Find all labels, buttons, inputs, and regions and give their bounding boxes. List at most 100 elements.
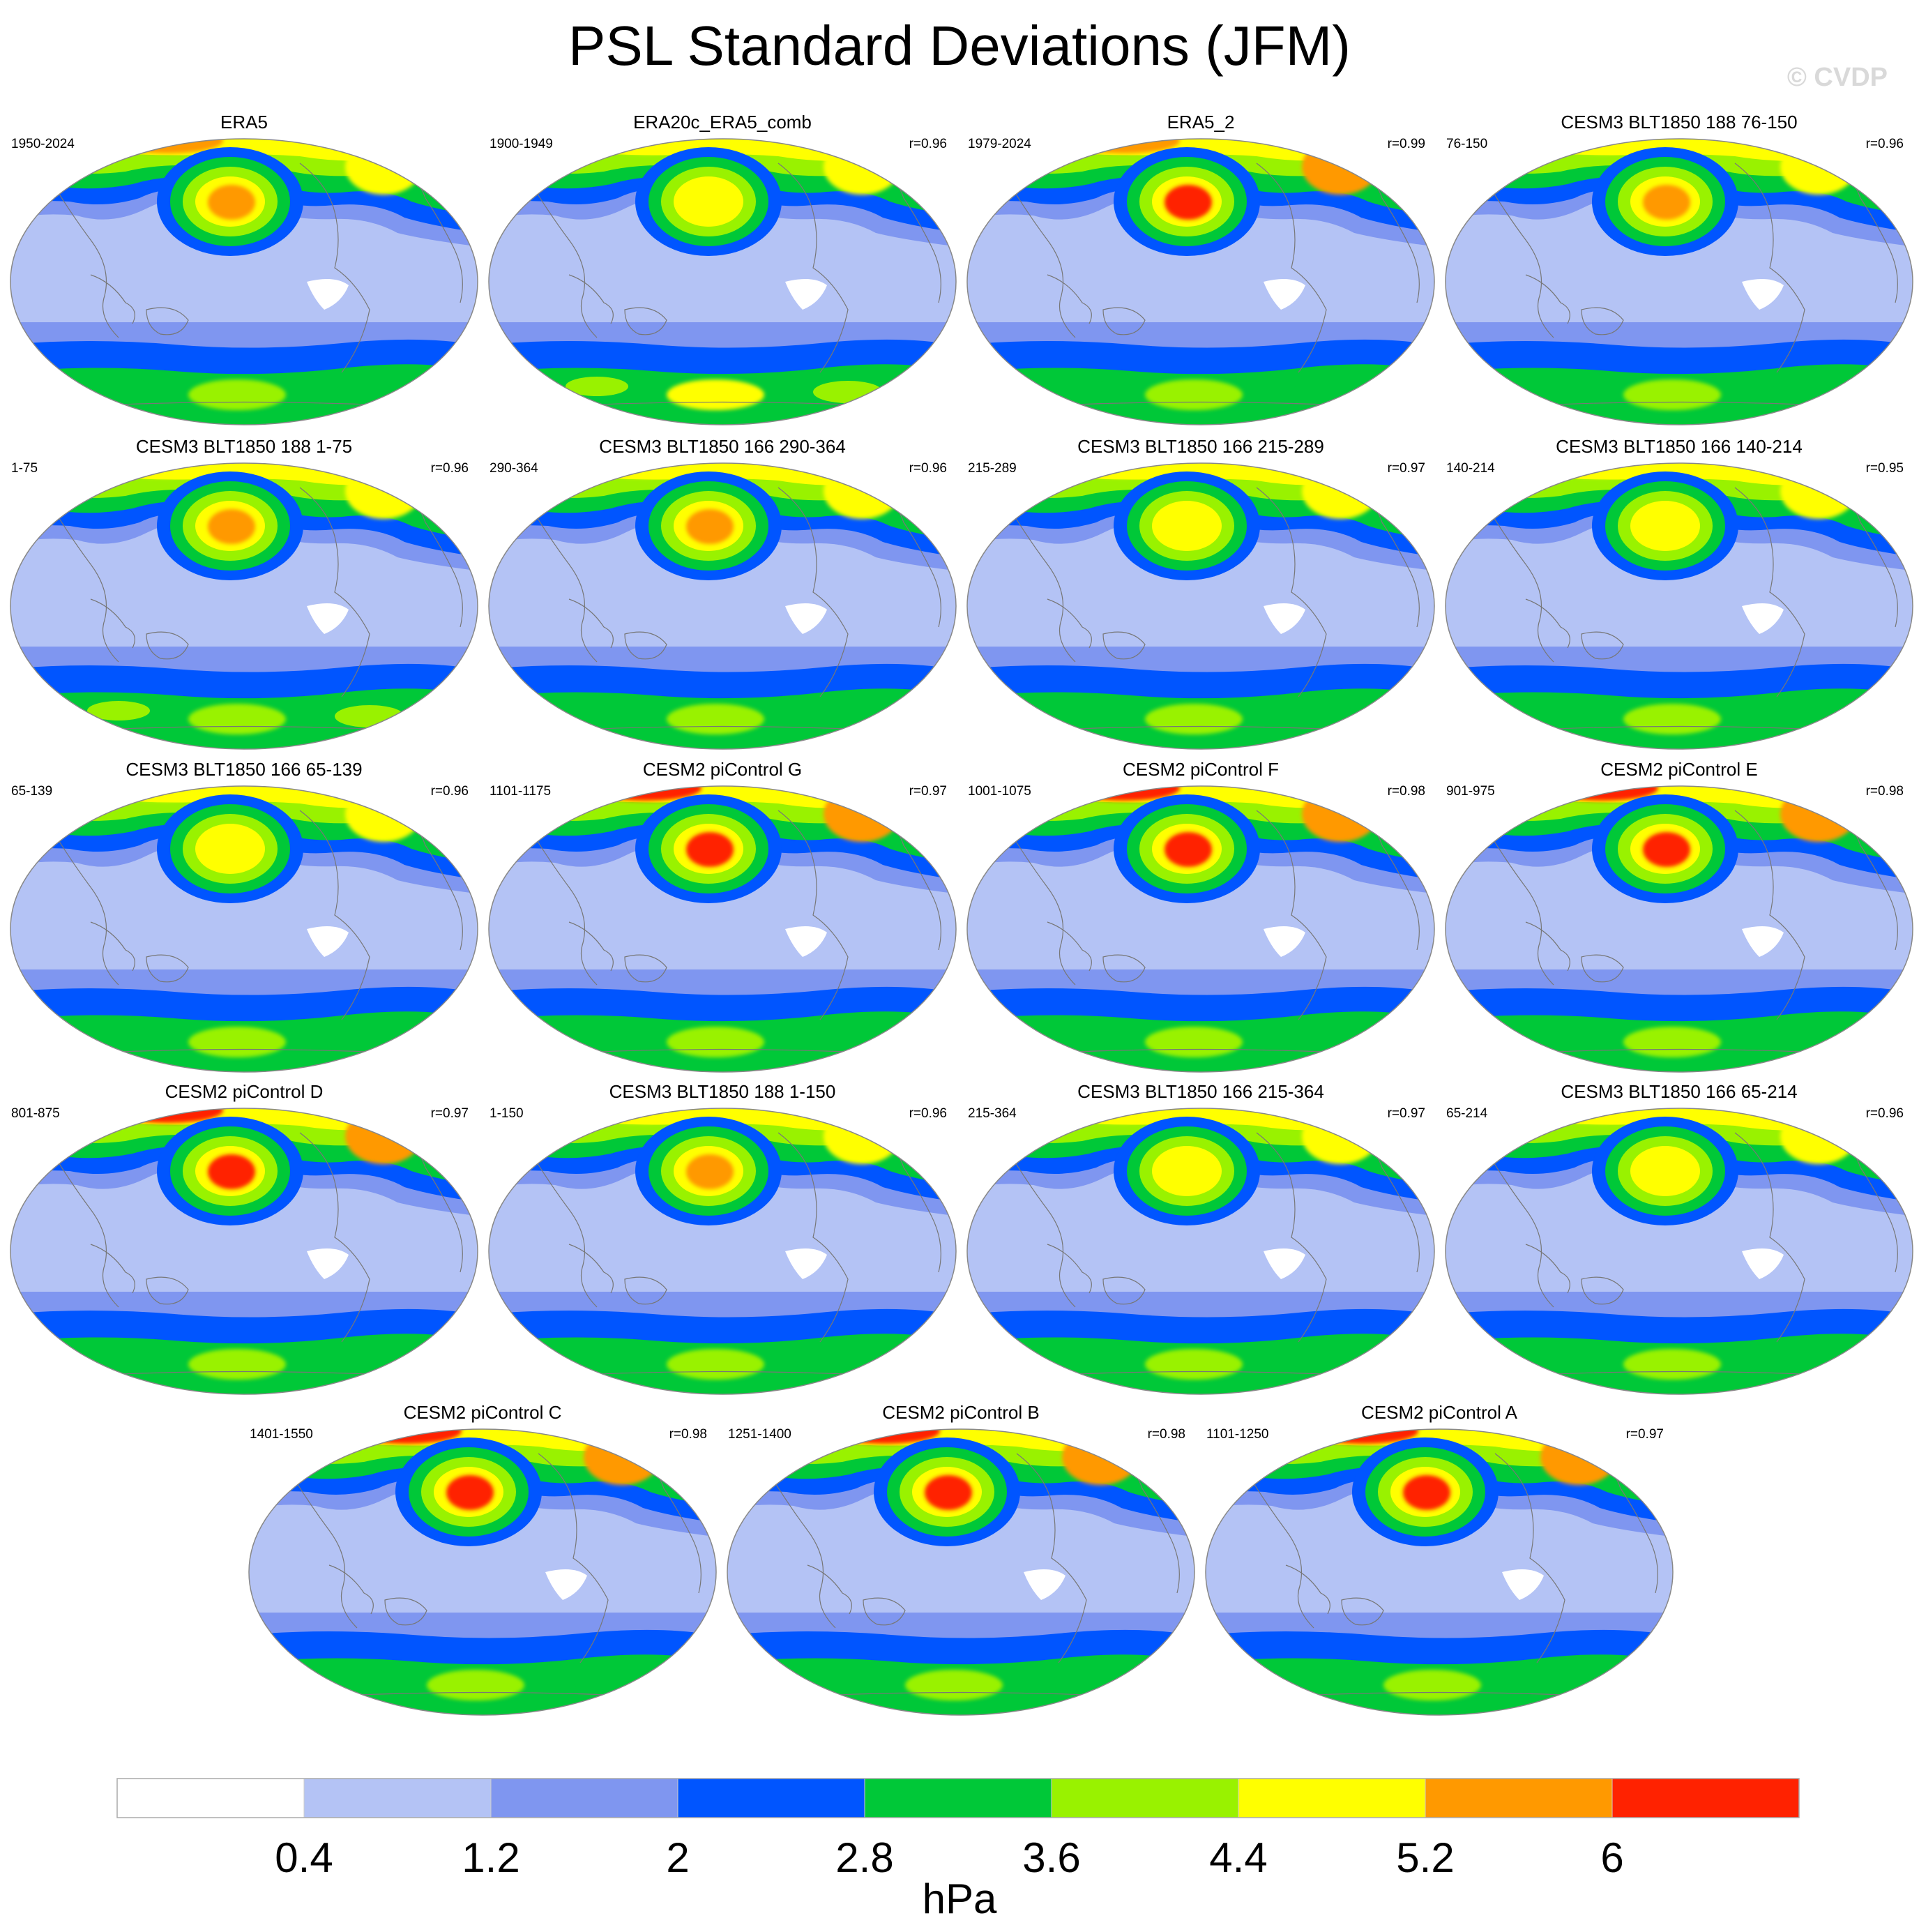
std-dev-map bbox=[1445, 462, 1913, 750]
panel-title: CESM3 BLT1850 166 65-214 bbox=[1561, 1081, 1798, 1102]
std-dev-map bbox=[488, 1108, 957, 1395]
colorbar-swatch bbox=[864, 1778, 1052, 1818]
std-dev-map bbox=[966, 462, 1435, 750]
panel-year-range: 1101-1250 bbox=[1206, 1427, 1269, 1442]
std-dev-map bbox=[10, 785, 478, 1073]
panel-correlation: r=0.96 bbox=[909, 1106, 947, 1121]
southern-ocean-band bbox=[10, 969, 478, 1072]
colorbar-tick-label: 2 bbox=[666, 1834, 690, 1881]
std-dev-map bbox=[1445, 138, 1913, 425]
southern-ocean-band bbox=[967, 969, 1434, 1072]
panel-correlation: r=0.96 bbox=[909, 137, 947, 151]
panel-year-range: 1979-2024 bbox=[968, 137, 1031, 151]
std-dev-map bbox=[10, 1108, 478, 1395]
panel-title: CESM2 piControl A bbox=[1361, 1402, 1517, 1423]
southern-ocean-band bbox=[1446, 322, 1913, 425]
aleutian-low-centre bbox=[157, 471, 303, 580]
watermark: © CVDP bbox=[1787, 63, 1888, 92]
panel-year-range: 1950-2024 bbox=[11, 137, 75, 151]
panel-title: CESM3 BLT1850 166 215-364 bbox=[1077, 1081, 1324, 1102]
panel-correlation: r=0.97 bbox=[430, 1106, 469, 1121]
std-dev-map bbox=[248, 1428, 717, 1716]
aleutian-low-centre bbox=[635, 794, 782, 903]
colorbar-swatch bbox=[303, 1778, 492, 1818]
panel-title: CESM3 BLT1850 166 215-289 bbox=[1077, 436, 1324, 457]
map-panel: CESM2 piControl C 1401-1550 r=0.98 bbox=[245, 1402, 720, 1716]
southern-ocean-band bbox=[10, 322, 478, 425]
aleutian-low-centre bbox=[1352, 1437, 1499, 1546]
panel-year-range: 65-139 bbox=[11, 784, 53, 799]
map-panel: CESM3 BLT1850 166 215-364 215-364 r=0.97 bbox=[964, 1081, 1438, 1395]
panel-year-range: 65-214 bbox=[1446, 1106, 1488, 1121]
map-panel: CESM2 piControl G 1101-1175 r=0.97 bbox=[485, 759, 960, 1073]
aleutian-low-centre bbox=[1592, 147, 1738, 256]
panel-correlation: r=0.96 bbox=[909, 461, 947, 476]
aleutian-low-centre bbox=[157, 794, 303, 903]
panel-correlation: r=0.97 bbox=[1625, 1427, 1664, 1442]
colorbar-swatch bbox=[1051, 1778, 1239, 1818]
panel-title: CESM3 BLT1850 188 76-150 bbox=[1561, 112, 1798, 133]
panel-title: CESM3 BLT1850 188 1-75 bbox=[135, 436, 353, 457]
panel-year-range: 1-150 bbox=[490, 1106, 524, 1121]
map-panel: CESM3 BLT1850 188 1-75 1-75 r=0.96 bbox=[7, 436, 481, 750]
panel-correlation: r=0.99 bbox=[1387, 137, 1425, 151]
panel-correlation: r=0.98 bbox=[1387, 784, 1425, 799]
std-dev-map bbox=[1205, 1428, 1674, 1716]
map-panel: ERA5_2 1979-2024 r=0.99 bbox=[964, 112, 1438, 425]
aleutian-low-centre bbox=[1592, 794, 1738, 903]
colorbar-swatch bbox=[1238, 1778, 1426, 1818]
panel-year-range: 1900-1949 bbox=[490, 137, 553, 151]
panel-title: CESM3 BLT1850 166 140-214 bbox=[1556, 436, 1803, 457]
panel-correlation: r=0.96 bbox=[1865, 1106, 1904, 1121]
panel-title: ERA5_2 bbox=[1167, 112, 1235, 133]
panel-title: ERA5 bbox=[220, 112, 268, 133]
southern-ocean-band bbox=[489, 969, 956, 1072]
map-panel: CESM2 piControl D 801-875 r=0.97 bbox=[7, 1081, 481, 1395]
std-dev-map bbox=[488, 138, 957, 425]
southern-ocean-band bbox=[1446, 1292, 1913, 1394]
southern-ocean-band bbox=[10, 1292, 478, 1394]
map-panel: CESM3 BLT1850 188 76-150 76-150 r=0.96 bbox=[1442, 112, 1916, 425]
std-dev-map bbox=[10, 462, 478, 750]
colorbar-tick-label: 3.6 bbox=[1022, 1834, 1081, 1881]
std-dev-map bbox=[488, 785, 957, 1073]
std-dev-map bbox=[1445, 785, 1913, 1073]
std-dev-map bbox=[966, 785, 1435, 1073]
map-panel: ERA5 1950-2024 bbox=[7, 112, 481, 425]
aleutian-low-centre bbox=[635, 147, 782, 256]
std-dev-map bbox=[966, 1108, 1435, 1395]
panel-correlation: r=0.98 bbox=[1865, 784, 1904, 799]
aleutian-low-centre bbox=[1114, 471, 1260, 580]
panel-title: CESM2 piControl D bbox=[165, 1081, 324, 1102]
map-panel: CESM3 BLT1850 166 290-364 290-364 r=0.96 bbox=[485, 436, 960, 750]
colorbar-swatch bbox=[1611, 1778, 1800, 1818]
std-dev-map bbox=[1445, 1108, 1913, 1395]
panel-title: CESM2 piControl F bbox=[1123, 759, 1279, 780]
map-panel: CESM3 BLT1850 166 140-214 140-214 r=0.95 bbox=[1442, 436, 1916, 750]
panel-year-range: 1251-1400 bbox=[728, 1427, 791, 1442]
aleutian-low-centre bbox=[1592, 471, 1738, 580]
colorbar-swatch bbox=[677, 1778, 865, 1818]
panel-year-range: 1101-1175 bbox=[490, 784, 552, 799]
colorbar-tick-label: 2.8 bbox=[835, 1834, 894, 1881]
panel-year-range: 1-75 bbox=[11, 461, 38, 476]
panel-title: CESM2 piControl E bbox=[1600, 759, 1758, 780]
map-panel: CESM2 piControl A 1101-1250 r=0.97 bbox=[1202, 1402, 1676, 1716]
southern-ocean-band bbox=[10, 647, 478, 749]
panel-correlation: r=0.98 bbox=[669, 1427, 707, 1442]
aleutian-low-centre bbox=[1114, 147, 1260, 256]
panel-correlation: r=0.97 bbox=[1387, 461, 1425, 476]
aleutian-low-centre bbox=[157, 147, 303, 256]
southern-ocean-band bbox=[249, 1613, 716, 1715]
std-dev-map bbox=[10, 138, 478, 425]
map-panel: ERA20c_ERA5_comb 1900-1949 r=0.96 bbox=[485, 112, 960, 425]
panel-title: CESM3 BLT1850 166 65-139 bbox=[126, 759, 363, 780]
colorbar: 0.4 1.2 2 2.8 3.6 4.4 5.2 6 bbox=[0, 1772, 1919, 1932]
panel-title: CESM2 piControl C bbox=[403, 1402, 562, 1423]
aleutian-low-centre bbox=[635, 471, 782, 580]
panel-year-range: 215-289 bbox=[968, 461, 1017, 476]
aleutian-low-centre bbox=[1592, 1117, 1738, 1225]
panel-year-range: 1401-1550 bbox=[250, 1427, 313, 1442]
aleutian-low-centre bbox=[1114, 794, 1260, 903]
chart-title: PSL Standard Deviations (JFM) bbox=[568, 15, 1351, 77]
